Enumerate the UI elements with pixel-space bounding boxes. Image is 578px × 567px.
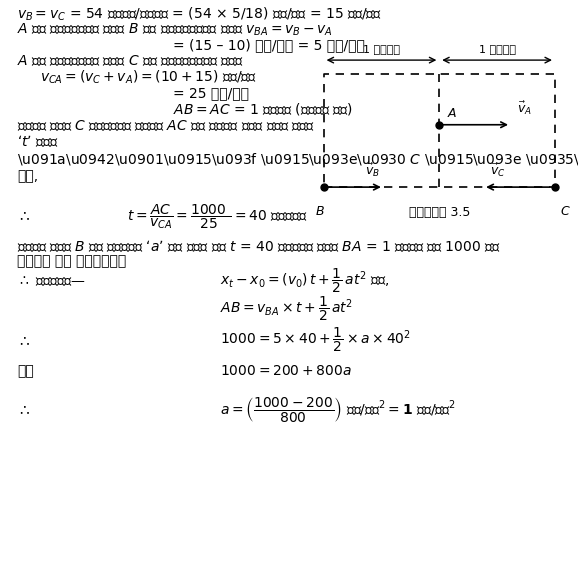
Text: $C$: $C$ (560, 205, 570, 218)
Text: $1000 = 200 + 800a$: $1000 = 200 + 800a$ (220, 365, 351, 378)
Text: $\therefore$: $\therefore$ (17, 333, 31, 348)
Text: $AB = AC$ = 1 किमी (दिया है): $AB = AC$ = 1 किमी (दिया है) (173, 101, 353, 117)
Text: $a = \left(\dfrac{1000 - 200}{800}\right)$ मी/से$^2 = \mathbf{1}$ मी/से$^2$: $a = \left(\dfrac{1000 - 200}{800}\right… (220, 395, 455, 424)
Text: $1000 = 5 \times 40 + \dfrac{1}{2} \times a \times 40^2$: $1000 = 5 \times 40 + \dfrac{1}{2} \time… (220, 326, 411, 354)
Text: $\vec{v}_B$: $\vec{v}_B$ (365, 162, 380, 179)
Text: से,: से, (17, 169, 39, 183)
Text: $A$: $A$ (447, 107, 458, 120)
Text: $AB = v_{BA} \times t + \dfrac{1}{2}\, at^2$: $AB = v_{BA} \times t + \dfrac{1}{2}\, a… (220, 295, 353, 323)
Text: 1 किमी: 1 किमी (363, 44, 400, 54)
Text: माना कार $B$ का त्वरण ‘$a$’ है तथा यह $t$ = 40 सेकंड में $BA$ = 1 किमी या 1000 म: माना कार $B$ का त्वरण ‘$a$’ है तथा यह $t… (17, 238, 501, 254)
Text: $\therefore$ सूत्र—: $\therefore$ सूत्र— (17, 274, 86, 287)
Text: \u091a\u0942\u0901\u0915\u093f \u0915\u093e\u0930 $C$ \u0915\u093e \u0935\u0947\: \u091a\u0942\u0901\u0915\u093f \u0915\u0… (17, 151, 578, 168)
Text: = (15 – 10) मी/से = 5 मी/से: = (15 – 10) मी/से = 5 मी/से (173, 39, 365, 52)
Text: चित्र 3.5: चित्र 3.5 (409, 206, 470, 219)
Text: $A$ के सापेक्ष कार $C$ का आपेक्षिक वेग: $A$ के सापेक्ष कार $C$ का आपेक्षिक वेग (17, 54, 244, 69)
Text: या: या (17, 365, 34, 378)
Text: $t = \dfrac{AC}{v_{CA}} = \dfrac{1000 \text{ }}{25 \text{ }} = 40$ सेकंड: $t = \dfrac{AC}{v_{CA}} = \dfrac{1000 \t… (127, 202, 308, 231)
Text: माना कार $C$ द्वारा दूरी $AC$ तय करने में लगा समय: माना कार $C$ द्वारा दूरी $AC$ तय करने मे… (17, 119, 315, 133)
Text: दूरी तय करेगी।: दूरी तय करेगी। (17, 254, 127, 268)
Text: $A$ के सापेक्ष कार $B$ का आपेक्षिक वेग $v_{BA} = v_B - v_A$: $A$ के सापेक्ष कार $B$ का आपेक्षिक वेग $… (17, 22, 334, 37)
Text: $\therefore$: $\therefore$ (17, 402, 31, 417)
Text: 1 किमी: 1 किमी (479, 44, 516, 54)
Text: $\therefore$: $\therefore$ (17, 208, 31, 223)
Text: = 25 मी/से: = 25 मी/से (173, 86, 249, 100)
Text: ‘$t$’ है।: ‘$t$’ है। (17, 134, 59, 150)
Text: $\vec{v}_A$: $\vec{v}_A$ (517, 99, 532, 117)
Text: $x_t - x_0 = (v_0)\, t + \dfrac{1}{2}\, at^2$ से,: $x_t - x_0 = (v_0)\, t + \dfrac{1}{2}\, … (220, 266, 389, 295)
Text: $v_{CA} = (v_C + v_A) = (10 + 15)$ मी/से: $v_{CA} = (v_C + v_A) = (10 + 15)$ मी/से (40, 69, 257, 86)
Text: $B$: $B$ (316, 205, 325, 218)
Text: $v_B = v_C$ = 54 किमी/घंटा = (54 × 5/18) मी/से = 15 मी/से: $v_B = v_C$ = 54 किमी/घंटा = (54 × 5/18)… (17, 6, 383, 23)
Text: $\vec{v}_C$: $\vec{v}_C$ (490, 162, 506, 179)
